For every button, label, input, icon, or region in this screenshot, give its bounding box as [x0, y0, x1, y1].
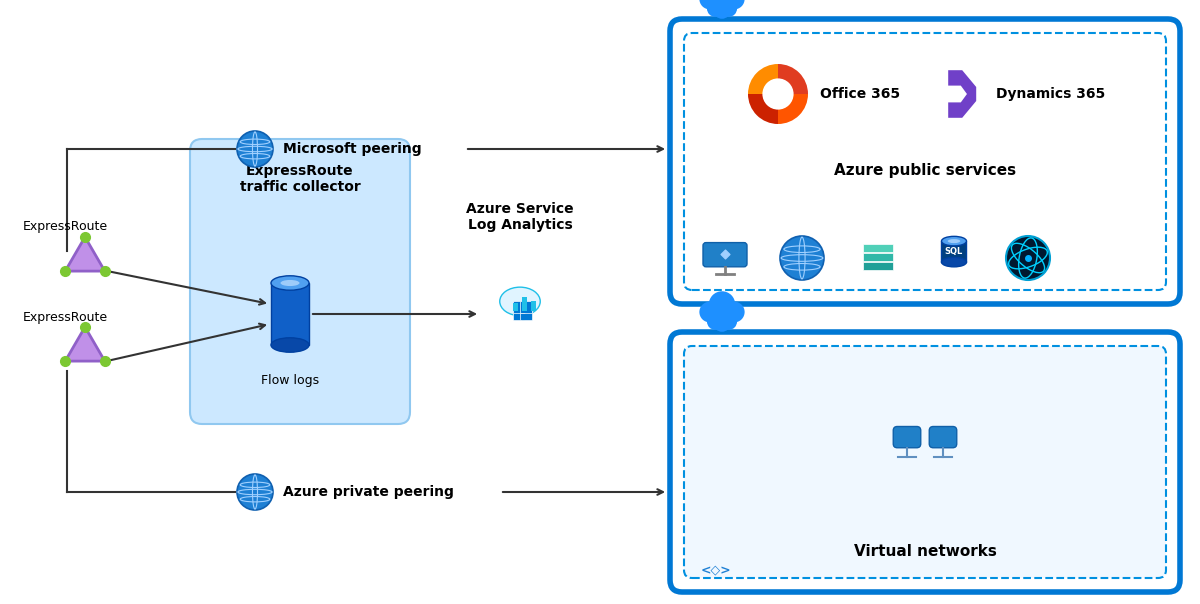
FancyBboxPatch shape	[893, 426, 920, 448]
Circle shape	[714, 2, 731, 19]
Text: Azure Service
Log Analytics: Azure Service Log Analytics	[466, 202, 574, 232]
FancyBboxPatch shape	[703, 243, 748, 267]
Text: Azure public services: Azure public services	[834, 164, 1016, 179]
Wedge shape	[748, 94, 778, 124]
FancyBboxPatch shape	[670, 19, 1180, 304]
Wedge shape	[778, 64, 808, 94]
Ellipse shape	[942, 236, 966, 246]
Circle shape	[709, 291, 736, 318]
FancyBboxPatch shape	[929, 426, 956, 448]
Point	[715, 249, 734, 259]
Polygon shape	[948, 70, 977, 118]
Bar	[942, 241, 966, 262]
Text: Office 365: Office 365	[820, 87, 900, 101]
Ellipse shape	[281, 280, 300, 286]
Text: ExpressRoute: ExpressRoute	[23, 220, 108, 234]
Wedge shape	[778, 94, 808, 124]
Text: ExpressRoute
traffic collector: ExpressRoute traffic collector	[240, 164, 360, 194]
Polygon shape	[65, 237, 104, 271]
Text: Virtual networks: Virtual networks	[853, 544, 996, 559]
Bar	[522, 297, 527, 311]
Circle shape	[780, 236, 824, 280]
Text: ExpressRoute: ExpressRoute	[23, 310, 108, 324]
Ellipse shape	[948, 239, 960, 243]
FancyBboxPatch shape	[521, 309, 533, 321]
Ellipse shape	[271, 276, 310, 290]
Circle shape	[720, 313, 737, 330]
Circle shape	[236, 474, 274, 510]
Ellipse shape	[499, 287, 540, 316]
Circle shape	[724, 301, 745, 323]
Circle shape	[724, 0, 745, 10]
Circle shape	[1006, 236, 1050, 280]
Bar	[271, 283, 310, 345]
Bar	[863, 262, 894, 270]
Bar	[863, 243, 894, 252]
Text: SQL: SQL	[944, 247, 964, 256]
Bar	[863, 253, 894, 261]
Text: Microsoft peering: Microsoft peering	[283, 142, 421, 156]
FancyBboxPatch shape	[684, 33, 1166, 290]
Circle shape	[707, 313, 724, 330]
Circle shape	[707, 0, 724, 17]
Ellipse shape	[942, 257, 966, 267]
FancyBboxPatch shape	[684, 346, 1166, 578]
FancyBboxPatch shape	[514, 301, 526, 313]
FancyBboxPatch shape	[514, 309, 526, 321]
Circle shape	[720, 0, 737, 17]
Circle shape	[700, 301, 720, 323]
Ellipse shape	[271, 338, 310, 352]
Text: Dynamics 365: Dynamics 365	[996, 87, 1105, 101]
Circle shape	[236, 131, 274, 167]
Text: <◇>: <◇>	[701, 564, 731, 576]
Text: Azure private peering: Azure private peering	[283, 485, 454, 499]
Text: Flow logs: Flow logs	[260, 374, 319, 387]
Circle shape	[714, 315, 731, 332]
FancyBboxPatch shape	[670, 332, 1180, 592]
Bar	[512, 303, 518, 311]
Bar	[530, 301, 536, 311]
FancyBboxPatch shape	[521, 301, 533, 313]
Polygon shape	[65, 327, 104, 361]
FancyBboxPatch shape	[190, 139, 410, 424]
Wedge shape	[748, 64, 778, 94]
Circle shape	[700, 0, 720, 10]
Circle shape	[709, 0, 736, 5]
